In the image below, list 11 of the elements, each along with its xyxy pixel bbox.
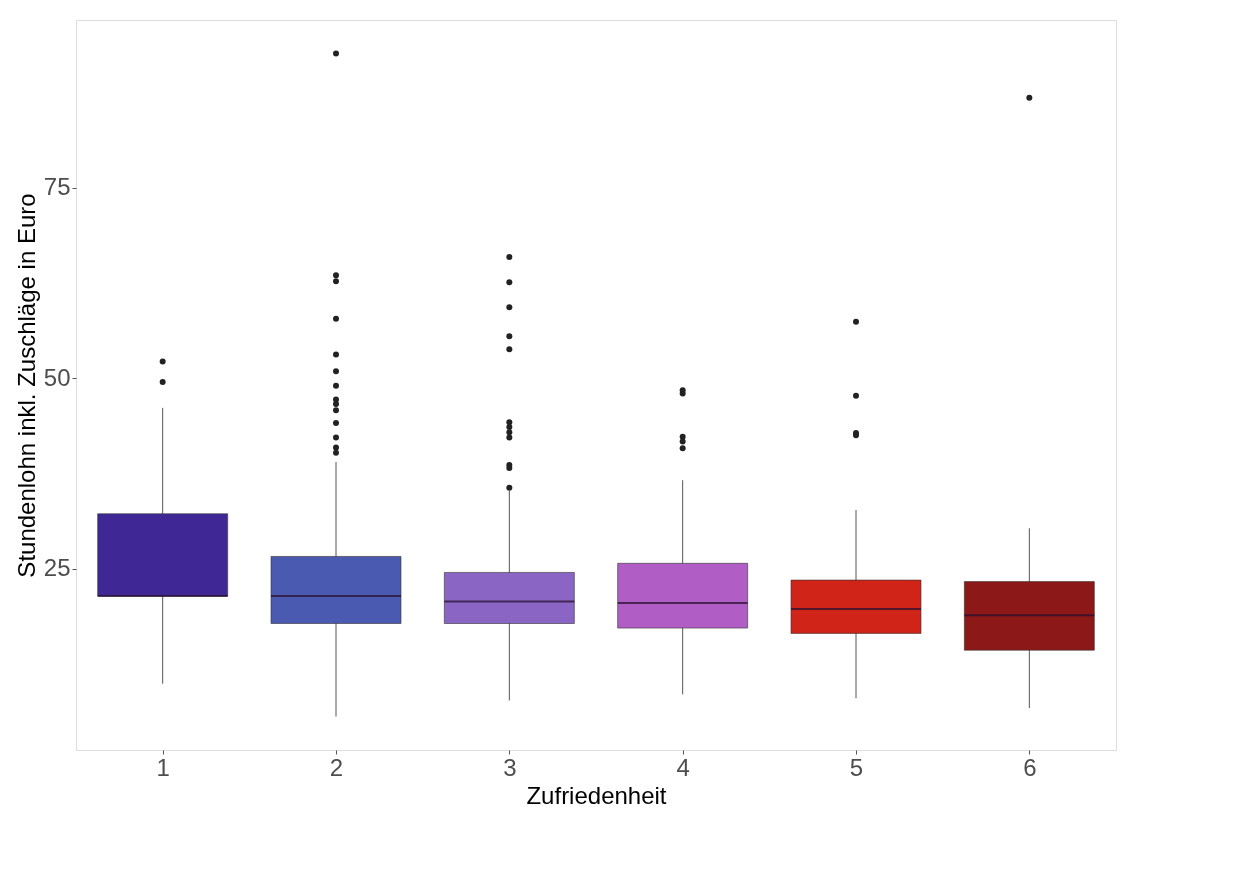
- y-axis-title: Stundenlohn inkl. Zuschläge in Euro: [12, 193, 40, 578]
- x-axis-title: Zufriedenheit: [526, 781, 667, 809]
- y-tick-label: 50: [43, 363, 71, 391]
- x-tick-label: 6: [1023, 753, 1037, 781]
- x-tick-label: 5: [849, 753, 864, 781]
- x-tick-label: 4: [676, 753, 690, 781]
- y-tick-label: 25: [43, 554, 71, 582]
- x-tick-label: 2: [329, 753, 344, 781]
- x-tick-label: 1: [156, 753, 170, 781]
- y-tick-label: 75: [43, 173, 71, 201]
- x-tick-label: 3: [503, 753, 517, 781]
